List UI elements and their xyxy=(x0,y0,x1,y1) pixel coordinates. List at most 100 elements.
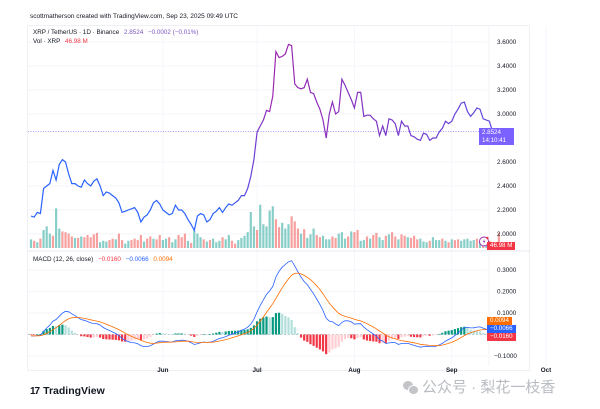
symbol-name: XRP / TetherUS · 1D · Binance xyxy=(33,29,120,36)
macd-histogram-bar xyxy=(105,334,108,340)
volume-bar xyxy=(497,232,500,248)
macd-histogram-bar xyxy=(416,334,419,338)
price-tag-value: 2.8524 xyxy=(482,129,501,136)
volume-bar xyxy=(45,226,48,248)
macd-histogram-bar xyxy=(262,317,265,335)
wechat-icon xyxy=(403,380,419,395)
macd-histogram-bar xyxy=(45,329,48,335)
volume-bar xyxy=(221,237,224,248)
macd-histogram-bar xyxy=(136,334,139,340)
macd-histogram-bar xyxy=(290,319,293,335)
volume-bar xyxy=(384,235,387,248)
price-axis-tick: 2.4000 xyxy=(497,183,517,190)
volume-bar xyxy=(146,238,149,248)
macd-histogram-bar xyxy=(403,334,406,337)
watermark: 公众号 · 梨花一枝香 xyxy=(403,376,555,397)
macd-histogram-bar xyxy=(149,334,152,338)
macd-histogram-bar xyxy=(325,334,328,355)
macd-histogram-bar xyxy=(196,334,199,336)
volume-bar xyxy=(139,235,142,248)
macd-histogram-bar xyxy=(409,334,413,337)
price-axis-tick: 3.0000 xyxy=(497,111,517,118)
macd-histogram-bar xyxy=(92,334,95,338)
macd-histogram-bar xyxy=(309,334,312,345)
macd-label: MACD (12, 26, close) xyxy=(33,256,94,263)
symbol-legend: XRP / TetherUS · 1D · Binance 2.8524 −0.… xyxy=(33,29,201,36)
price-tag-countdown: 14:10:41 xyxy=(482,137,507,144)
macd-histogram-bar xyxy=(444,331,447,335)
macd-histogram-bar xyxy=(265,316,268,335)
volume-bar xyxy=(409,237,413,248)
volume-bar xyxy=(155,239,158,248)
volume-bar xyxy=(469,240,472,248)
macd-histogram-bar xyxy=(359,334,362,338)
macd-axis-tick: −0.1000 xyxy=(494,353,517,360)
macd-histogram-bar xyxy=(70,330,73,335)
volume-bar xyxy=(64,232,67,248)
time-axis-tick: Jul xyxy=(253,367,262,374)
macd-histogram-bar xyxy=(391,334,394,340)
volume-bar xyxy=(425,242,428,248)
macd-histogram-bar xyxy=(36,334,39,335)
volume-bar xyxy=(105,241,108,248)
volume-bar xyxy=(447,242,450,248)
macd-histogram-bar xyxy=(117,334,121,341)
volume-bar xyxy=(403,235,406,248)
macd-histogram-bar xyxy=(381,334,384,343)
macd-histogram-bar xyxy=(164,333,168,335)
macd-histogram-bar xyxy=(243,329,246,335)
volume-bar xyxy=(299,233,303,248)
macd-histogram-bar xyxy=(139,334,142,340)
macd-histogram-bar xyxy=(108,334,111,340)
macd-hist-value: −0.0160 xyxy=(97,256,121,263)
volume-bar xyxy=(422,241,425,248)
macd-histogram-bar xyxy=(378,334,381,344)
volume-bar xyxy=(378,237,381,248)
volume-bar xyxy=(271,206,274,248)
volume-bar xyxy=(475,238,478,248)
macd-histogram-bar xyxy=(312,334,315,346)
alert-icon[interactable] xyxy=(479,236,489,247)
macd-histogram-bar xyxy=(73,332,77,335)
volume-bar xyxy=(337,233,340,248)
macd-histogram-bar xyxy=(456,328,460,335)
macd-histogram-bar xyxy=(453,329,456,335)
tradingview-logo[interactable]: 17 TradingView xyxy=(30,385,105,397)
macd-histogram-bar xyxy=(469,329,472,335)
volume-bar xyxy=(171,242,174,248)
macd-histogram-bar xyxy=(274,313,278,335)
volume-bar xyxy=(400,234,403,248)
volume-bar xyxy=(149,236,152,248)
macd-tag: −0.0066 xyxy=(487,325,516,333)
volume-label: Vol · XRP xyxy=(33,38,61,45)
volume-bar xyxy=(428,240,431,248)
time-axis-tick: Oct xyxy=(541,367,552,374)
macd-histogram-bar xyxy=(315,334,318,348)
macd-histogram-bar xyxy=(425,334,428,336)
time-axis-tick: Sep xyxy=(446,367,458,374)
volume-bar xyxy=(463,239,466,248)
macd-histogram-bar xyxy=(249,327,252,335)
volume-bar xyxy=(246,232,249,248)
macd-histogram-bar xyxy=(158,332,161,335)
macd-histogram-bar xyxy=(86,334,89,337)
macd-histogram-bar xyxy=(237,330,240,335)
macd-histogram-bar xyxy=(230,330,234,335)
volume-bar xyxy=(416,239,419,248)
volume-bar xyxy=(152,238,155,248)
volume-bar xyxy=(362,240,365,248)
volume-bar xyxy=(58,228,61,248)
macd-histogram-bar xyxy=(39,334,42,335)
macd-histogram-bar xyxy=(321,334,325,352)
volume-bar xyxy=(92,234,95,248)
macd-histogram xyxy=(29,312,497,355)
volume-bar xyxy=(205,241,208,248)
volume-bar xyxy=(89,237,92,248)
macd-histogram-bar xyxy=(284,315,287,335)
price-line xyxy=(30,43,496,233)
volume-bar xyxy=(265,226,268,248)
volume-bar xyxy=(86,235,89,248)
volume-bar xyxy=(312,228,315,248)
macd-histogram-bar xyxy=(155,333,158,335)
